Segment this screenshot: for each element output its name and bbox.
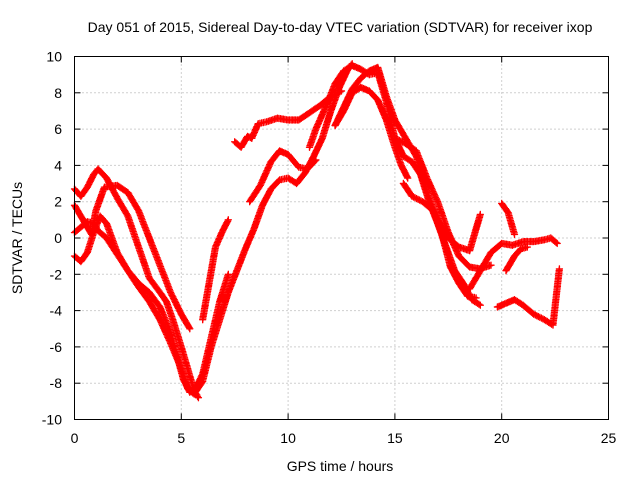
y-tick-label: -2 <box>50 266 63 282</box>
x-tick-label: 20 <box>494 430 510 446</box>
x-tick-label: 15 <box>387 430 403 446</box>
y-tick-label: 6 <box>54 121 62 137</box>
y-tick-label: 8 <box>54 85 62 101</box>
y-tick-label: -8 <box>50 375 63 391</box>
y-tick-label: -4 <box>50 303 63 319</box>
x-tick-labels: 0 5 10 15 20 25 <box>71 430 617 446</box>
series-track-12 <box>391 134 495 273</box>
x-axis-label: GPS time / hours <box>287 458 394 474</box>
chart-title: Day 051 of 2015, Sidereal Day-to-day VTE… <box>88 19 593 35</box>
series-track-15 <box>498 199 519 239</box>
series-track-13 <box>399 179 480 302</box>
series-track-16 <box>502 243 531 275</box>
y-tick-label: 2 <box>54 194 62 210</box>
x-tick-label: 0 <box>71 430 79 446</box>
x-tick-label: 10 <box>280 430 296 446</box>
y-tick-label: -6 <box>50 339 63 355</box>
grid <box>74 56 609 420</box>
y-tick-label: -10 <box>42 412 62 428</box>
series-track-14 <box>466 234 561 293</box>
x-tick-label: 5 <box>177 430 185 446</box>
series-track-8 <box>246 147 320 206</box>
series-track-5 <box>199 216 232 324</box>
y-tick-label: 4 <box>54 157 62 173</box>
y-axis-label: SDTVAR / TECUs <box>9 182 25 294</box>
series-track-17 <box>493 265 564 329</box>
y-tick-labels: -10 -8 -6 -4 -2 0 2 4 6 8 10 <box>42 49 62 428</box>
x-tick-label: 25 <box>601 430 617 446</box>
y-tick-label: 10 <box>46 49 62 65</box>
axis-ticks <box>74 56 609 420</box>
y-tick-label: 0 <box>54 230 62 246</box>
